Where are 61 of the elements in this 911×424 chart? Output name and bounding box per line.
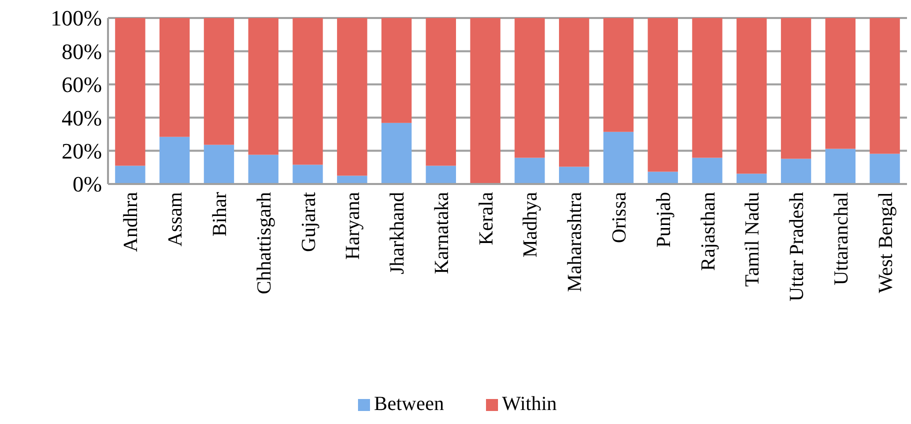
y-tick-label: 80%	[62, 38, 102, 64]
bar	[381, 122, 412, 184]
bar	[558, 18, 590, 167]
bar	[736, 174, 767, 184]
x-tick-label: Jharkhand	[386, 192, 409, 274]
bar	[692, 18, 722, 158]
bar	[470, 18, 500, 184]
x-tick-label: Gujarat	[298, 192, 320, 252]
bar	[780, 158, 812, 184]
y-tick-label: 20%	[62, 138, 102, 164]
legend-label: Between	[374, 393, 444, 415]
bar	[115, 166, 146, 184]
x-tick-label: Kerala	[475, 192, 498, 246]
x-tick-label: Punjab	[652, 192, 675, 248]
bar	[870, 154, 900, 184]
bar	[115, 18, 146, 166]
x-tick-label: Madhya	[520, 192, 542, 258]
bar	[603, 18, 634, 132]
bar	[337, 176, 368, 184]
x-tick-label: Chhattisgarh	[253, 192, 276, 294]
bar	[514, 18, 545, 158]
x-tick-label: Karnataka	[430, 192, 453, 274]
x-tick-label: Haryana	[342, 192, 364, 260]
x-tick-label: Tamil Nadu	[742, 192, 764, 287]
x-tick-label: Orissa	[608, 192, 630, 244]
bar	[648, 18, 678, 172]
bar	[692, 158, 722, 184]
y-tick-label: 100%	[50, 6, 102, 31]
x-tick-label: Rajasthan	[697, 192, 720, 271]
bar	[381, 18, 412, 123]
bar	[558, 166, 590, 184]
bar	[159, 136, 190, 184]
x-tick-label: Assam	[164, 192, 187, 246]
bar	[780, 18, 812, 159]
legend-label: Within	[502, 393, 557, 415]
x-tick-label: Andhra	[120, 192, 142, 252]
bar	[204, 144, 234, 184]
x-tick-label: Bihar	[208, 192, 231, 236]
y-tick-label: 0%	[72, 172, 102, 197]
x-tick-label: Uttar Pradesh	[786, 192, 808, 302]
bar	[825, 18, 856, 149]
bar	[292, 164, 323, 184]
bar	[426, 166, 456, 184]
bar	[736, 18, 767, 174]
bar	[337, 18, 368, 176]
bar	[292, 18, 323, 165]
bar	[159, 18, 190, 137]
y-tick-label: 60%	[62, 72, 102, 98]
x-tick-label: Uttaranchal	[830, 192, 852, 286]
x-tick-label: West Bengal	[874, 192, 897, 294]
bar	[603, 132, 634, 184]
bar	[204, 18, 234, 145]
y-tick-label: 40%	[62, 105, 102, 130]
bar	[248, 18, 278, 155]
bar	[248, 154, 278, 184]
bar	[514, 158, 545, 184]
x-tick-label: Maharashtra	[564, 192, 586, 292]
bar	[825, 148, 856, 184]
bar	[426, 18, 456, 166]
bar	[870, 18, 900, 154]
bar	[648, 172, 678, 184]
